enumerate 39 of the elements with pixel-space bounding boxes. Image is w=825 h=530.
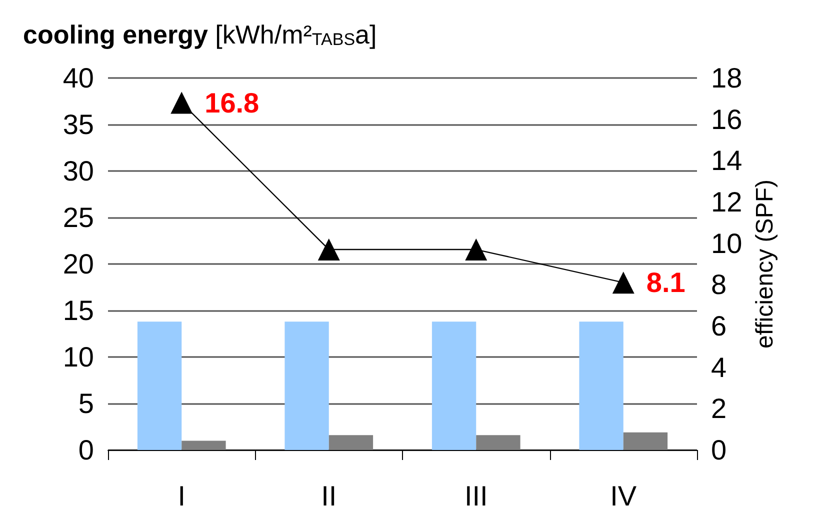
x-tick-label: I: [178, 480, 186, 512]
y2-tick-label: 16: [711, 104, 742, 135]
point: [465, 238, 488, 261]
y2-tick-label: 10: [711, 228, 742, 259]
point: [612, 272, 634, 294]
bar: [137, 322, 182, 450]
x-tick-label: III: [464, 480, 488, 512]
y2-tick-label: 8: [711, 269, 727, 300]
y-tick-label: 20: [62, 248, 94, 280]
data-label: 8.1: [646, 267, 686, 298]
bar: [284, 322, 329, 450]
y2-axis-title: efficiency (SPF): [752, 180, 779, 348]
data-label: 16.8: [204, 87, 260, 118]
y2-tick-label: 14: [711, 145, 742, 176]
y-tick-label: 35: [62, 109, 94, 140]
point: [170, 92, 193, 114]
y2-tick-label: 12: [711, 186, 742, 218]
y-tick-label: 10: [62, 342, 94, 372]
y-tick-label: 15: [62, 295, 94, 326]
bar: [182, 440, 226, 450]
x-tick-label: IV: [610, 480, 637, 512]
point: [318, 238, 340, 261]
bar: [579, 322, 624, 450]
y-tick-label: 25: [62, 202, 94, 233]
chart-title: cooling energy [kWh/m²TABSa]: [23, 20, 377, 50]
y2-tick-label: 6: [711, 310, 727, 342]
y-tick-label: 5: [78, 388, 94, 419]
y-tick-label: 30: [62, 156, 94, 186]
bar: [328, 435, 374, 450]
y2-tick-label: 0: [711, 434, 727, 466]
bar: [432, 322, 476, 450]
y-tick-label: 40: [62, 62, 94, 94]
bar: [476, 435, 520, 450]
y2-tick-label: 2: [711, 393, 727, 424]
y2-tick-label: 4: [711, 352, 727, 383]
x-tick-label: II: [321, 480, 337, 512]
y2-tick-label: 18: [711, 62, 742, 94]
y-tick-label: 0: [78, 434, 94, 466]
bar: [623, 432, 668, 450]
